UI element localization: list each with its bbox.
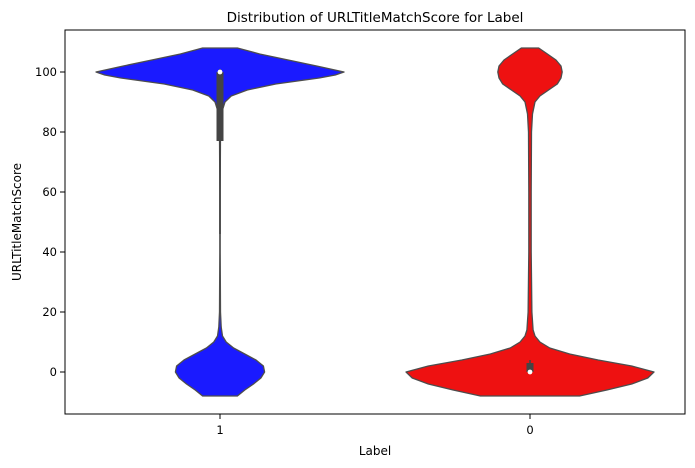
boxes-layer (216, 69, 534, 375)
y-axis-ticks: 0 20 40 60 80 100 (35, 65, 65, 379)
x-axis-label: Label (359, 444, 391, 458)
y-tick-label: 40 (42, 245, 57, 259)
iqr-box-0 (526, 363, 534, 372)
x-tick-label: 0 (526, 423, 533, 437)
iqr-box-1 (216, 72, 224, 141)
y-axis-label: URLTitleMatchScore (10, 163, 24, 281)
plot-frame (64, 29, 686, 415)
y-tick-label: 80 (42, 125, 57, 139)
chart-title: Distribution of URLTitleMatchScore for L… (227, 10, 524, 26)
y-tick-label: 100 (35, 65, 57, 79)
x-tick-label: 1 (216, 423, 223, 437)
violin-0 (405, 47, 655, 397)
violins-layer (95, 47, 655, 397)
y-tick-label: 0 (50, 365, 57, 379)
median-dot-0 (527, 369, 533, 375)
y-tick-label: 20 (42, 305, 57, 319)
y-tick-label: 60 (42, 185, 57, 199)
median-dot-1 (217, 69, 223, 75)
